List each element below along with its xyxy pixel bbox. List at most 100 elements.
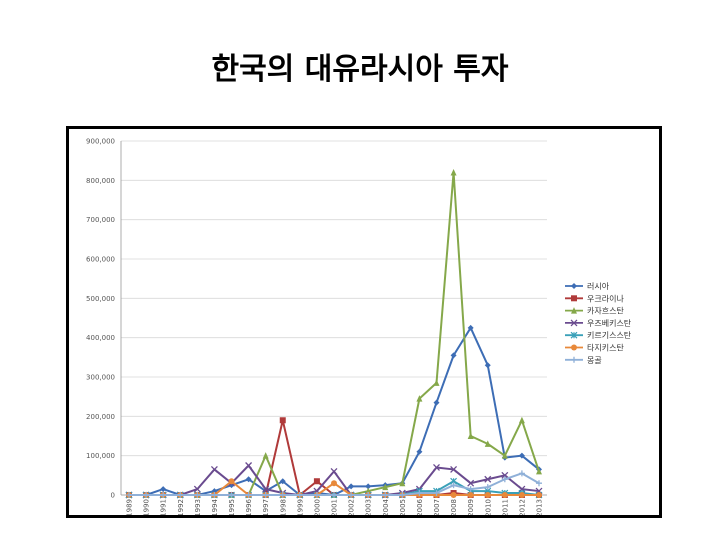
x-tick-label: 2012 xyxy=(518,499,526,515)
data-point xyxy=(262,485,270,493)
x-tick-label: 2011 xyxy=(501,499,509,515)
data-point xyxy=(484,492,491,498)
data-point xyxy=(365,483,372,490)
data-point xyxy=(193,485,201,493)
data-point xyxy=(262,492,269,498)
legend-marker xyxy=(571,295,577,302)
y-tick-label: 0 xyxy=(111,492,115,500)
data-point xyxy=(416,395,423,402)
data-point xyxy=(467,432,474,439)
data-point xyxy=(279,417,286,424)
data-point xyxy=(399,479,406,487)
y-tick-label: 100,000 xyxy=(86,452,115,460)
legend-entry: 키르기스스탄 xyxy=(587,330,632,340)
data-point xyxy=(501,452,508,459)
x-tick-label: 1995 xyxy=(228,499,236,515)
data-point xyxy=(160,486,167,493)
data-point xyxy=(331,480,337,487)
data-point xyxy=(433,399,440,406)
data-point xyxy=(484,484,491,491)
y-tick-label: 200,000 xyxy=(86,413,115,421)
data-point xyxy=(450,482,457,489)
legend-marker xyxy=(571,344,577,351)
y-tick-label: 500,000 xyxy=(86,295,115,303)
x-tick-label: 1994 xyxy=(211,498,219,515)
data-point xyxy=(211,492,218,498)
series-line-1 xyxy=(129,326,540,496)
legend-entry: 몽골 xyxy=(587,356,602,365)
data-point xyxy=(484,440,491,447)
data-point xyxy=(296,492,303,498)
legend-entry: 타지키스탄 xyxy=(587,343,624,353)
data-point xyxy=(313,478,320,485)
legend-marker xyxy=(571,307,577,314)
y-tick-label: 400,000 xyxy=(86,334,115,342)
x-tick-label: 2006 xyxy=(416,498,424,515)
data-point xyxy=(143,492,150,498)
data-point xyxy=(177,492,184,498)
data-point xyxy=(450,492,457,498)
x-tick-label: 1992 xyxy=(177,499,185,515)
legend-entry: 카자흐스탄 xyxy=(587,306,624,316)
data-point xyxy=(467,492,474,498)
y-tick-label: 300,000 xyxy=(86,374,115,382)
line-chart: 0 100,000 200,000 300,000 400,000 500,000 600,… xyxy=(86,138,632,516)
chart-frame: 0 100,000 200,000 300,000 400,000 500,000 600,… xyxy=(66,126,662,518)
data-point xyxy=(501,471,509,479)
x-tick-label: 1998 xyxy=(279,499,287,515)
slide-title: 한국의 대유라시아 투자 xyxy=(211,52,509,87)
data-point xyxy=(245,492,252,498)
data-point xyxy=(484,362,491,369)
data-point xyxy=(365,492,372,498)
data-point xyxy=(245,462,253,469)
data-point xyxy=(382,483,389,491)
data-point xyxy=(433,464,440,471)
data-point xyxy=(210,465,218,473)
x-tick-label: 1991 xyxy=(160,499,168,515)
data-point xyxy=(467,486,474,493)
data-point xyxy=(160,492,167,498)
data-point xyxy=(399,492,406,498)
x-tick-label: 1989 xyxy=(126,499,134,515)
data-point xyxy=(484,475,492,483)
data-point xyxy=(450,465,458,473)
x-tick-label: 2002 xyxy=(348,499,356,515)
legend-marker xyxy=(571,283,577,289)
x-tick-label: 2007 xyxy=(433,499,441,515)
data-point xyxy=(245,476,252,483)
x-tick-label: 1997 xyxy=(262,499,270,515)
data-point xyxy=(518,452,525,459)
x-tick-label: 2013 xyxy=(536,499,544,515)
x-tick-label: 2004 xyxy=(382,498,390,515)
data-point xyxy=(501,492,508,498)
data-point xyxy=(279,492,286,498)
x-tick-label: 2009 xyxy=(467,499,475,515)
data-point xyxy=(416,448,423,455)
data-point xyxy=(382,492,389,498)
legend-marker xyxy=(570,319,578,327)
data-point xyxy=(536,480,542,487)
data-point xyxy=(348,492,355,498)
data-point xyxy=(536,492,542,498)
data-point xyxy=(450,168,457,176)
data-point xyxy=(228,492,235,498)
legend-entry: 러시아 xyxy=(587,281,610,291)
x-tick-label: 2003 xyxy=(365,499,373,515)
y-tick-label: 800,000 xyxy=(86,177,115,185)
data-point xyxy=(126,492,132,498)
x-tick-label: 1993 xyxy=(194,499,202,515)
x-tick-label: 1990 xyxy=(143,499,151,515)
y-tick-label: 600,000 xyxy=(86,256,115,264)
data-point xyxy=(501,476,508,483)
x-tick-label: 2001 xyxy=(331,499,339,515)
x-tick-label: 2005 xyxy=(399,499,407,515)
legend-entry: 우즈베키스탄 xyxy=(587,318,632,328)
data-point xyxy=(433,379,440,386)
data-point xyxy=(194,492,201,498)
x-tick-label: 2000 xyxy=(313,499,321,515)
data-point xyxy=(279,478,286,485)
x-tick-label: 1999 xyxy=(296,499,304,515)
y-tick-label: 900,000 xyxy=(86,138,115,146)
y-tick-label: 700,000 xyxy=(86,216,115,224)
data-point xyxy=(228,478,235,485)
